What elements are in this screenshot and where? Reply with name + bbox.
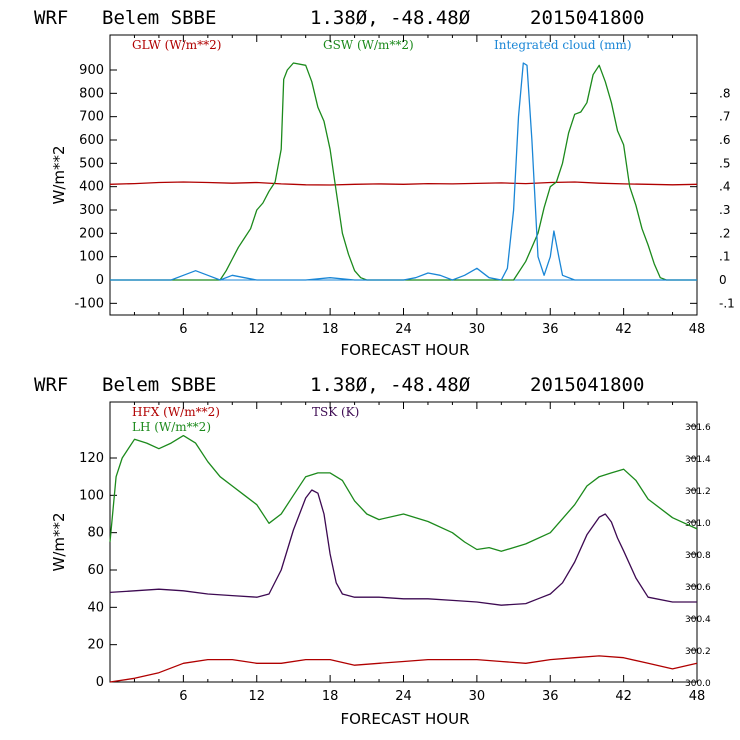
x-tick-label: 42 xyxy=(615,689,632,704)
y2-tick-label: .2 xyxy=(719,226,730,240)
panel-top-plot-frame xyxy=(109,34,698,316)
panel-bottom-coords: 1.38Ø, -48.48Ø xyxy=(310,374,471,396)
y-tick-label: 60 xyxy=(87,563,104,578)
y2-tick-label: 301.6 xyxy=(685,423,711,433)
y2-tick-label: 300.2 xyxy=(685,647,711,657)
legend-gsw: GSW (W/m**2) xyxy=(323,38,414,52)
y2-tick-label: .7 xyxy=(719,110,730,124)
y-tick-label: 0 xyxy=(96,675,104,690)
series-line-glw-top xyxy=(109,181,698,186)
y2-tick-label: .4 xyxy=(719,180,730,194)
y-tick-label: 400 xyxy=(79,180,104,195)
y-tick-label: 200 xyxy=(79,226,104,241)
y2-tick-label: .1 xyxy=(719,250,730,264)
legend-tsk: TSK (K) xyxy=(312,405,359,419)
y2-tick-label: 301.0 xyxy=(685,519,711,529)
y-tick-label: 700 xyxy=(79,110,104,125)
y2-tick-label: .6 xyxy=(719,133,730,147)
y-tick-label: 20 xyxy=(87,638,104,653)
x-tick-label: 36 xyxy=(542,689,559,704)
x-tick-label: 6 xyxy=(179,689,187,704)
y2-tick-label: 0 xyxy=(719,273,727,287)
y2-tick-label: -.1 xyxy=(719,296,735,310)
y-tick-label: 300 xyxy=(79,203,104,218)
x-tick-label: 6 xyxy=(179,322,187,337)
series-line-tsk-bottom xyxy=(109,489,697,606)
y2-tick-label: .8 xyxy=(719,86,730,100)
series-line-lh-bottom xyxy=(109,434,698,552)
panel-top-model: WRF xyxy=(34,7,68,29)
panel-bottom-station: Belem SBBE xyxy=(102,374,216,396)
y-tick-label: 40 xyxy=(87,600,104,615)
panel-bottom-y-axis-label: W/m**2 xyxy=(50,512,68,571)
y-tick-label: 600 xyxy=(79,133,104,148)
x-tick-label: 48 xyxy=(689,322,706,337)
x-tick-label: 24 xyxy=(395,689,412,704)
panel-bottom-init-time: 2015041800 xyxy=(530,374,644,396)
y2-tick-label: .3 xyxy=(719,203,730,217)
series-line-hfx-bottom xyxy=(109,655,698,683)
y2-tick-label: 301.2 xyxy=(685,487,711,497)
panel-top-init-time: 2015041800 xyxy=(530,7,644,29)
y2-tick-label: 300.4 xyxy=(685,615,711,625)
panel-top: WRF Belem SBBE 1.38Ø, -48.48Ø 2015041800… xyxy=(34,7,735,359)
panel-top-coords: 1.38Ø, -48.48Ø xyxy=(310,7,471,29)
x-tick-label: 18 xyxy=(322,322,339,337)
x-tick-label: 12 xyxy=(248,689,265,704)
panel-bottom-ticks: 6 12 18 24 30 36 42 48 0 20 40 60 80 100 120 300.0 300.2… xyxy=(79,402,711,704)
x-tick-label: 24 xyxy=(395,322,412,337)
panel-bottom-plot-frame xyxy=(109,401,698,683)
series-line-integrated-top xyxy=(110,62,697,281)
y-tick-label: 800 xyxy=(79,86,104,101)
x-tick-label: 30 xyxy=(469,322,486,337)
y-tick-label: 500 xyxy=(79,156,104,171)
panel-bottom-x-axis-label: FORECAST HOUR xyxy=(340,710,469,728)
y-tick-label: 120 xyxy=(79,451,104,466)
legend-lh: LH (W/m**2) xyxy=(132,420,211,434)
panel-bottom-model: WRF xyxy=(34,374,68,396)
panel-top-ticks: 6 12 18 24 30 36 42 48 -100 0 100 200 300 400 500 600 70… xyxy=(74,35,735,337)
y2-tick-label: .5 xyxy=(719,156,730,170)
panel-top-station: Belem SBBE xyxy=(102,7,216,29)
panel-bottom-series xyxy=(109,434,698,683)
y-tick-label: 100 xyxy=(79,250,104,265)
panel-top-y-axis-label: W/m**2 xyxy=(50,145,68,204)
series-line-gsw-top xyxy=(110,62,697,281)
x-tick-label: 12 xyxy=(248,322,265,337)
y-tick-label: 100 xyxy=(79,488,104,503)
x-tick-label: 48 xyxy=(689,689,706,704)
y-tick-label: -100 xyxy=(74,296,104,311)
y-tick-label: 0 xyxy=(96,273,104,288)
y2-tick-label: 300.0 xyxy=(685,679,711,689)
y2-tick-label: 301.4 xyxy=(685,455,711,465)
panel-top-series xyxy=(109,62,698,281)
panel-top-x-axis-label: FORECAST HOUR xyxy=(340,341,469,359)
x-tick-label: 18 xyxy=(322,689,339,704)
y-tick-label: 80 xyxy=(87,526,104,541)
y2-tick-label: 300.6 xyxy=(685,583,711,593)
y2-tick-label: 300.8 xyxy=(685,551,711,561)
legend-integrated-cloud: Integrated cloud (mm) xyxy=(494,38,632,52)
x-tick-label: 30 xyxy=(469,689,486,704)
x-tick-label: 36 xyxy=(542,322,559,337)
panel-bottom: WRF Belem SBBE 1.38Ø, -48.48Ø 2015041800… xyxy=(34,374,711,728)
legend-glw: GLW (W/m**2) xyxy=(132,38,221,52)
x-tick-label: 42 xyxy=(615,322,632,337)
y-tick-label: 900 xyxy=(79,63,104,78)
legend-hfx: HFX (W/m**2) xyxy=(132,405,220,419)
